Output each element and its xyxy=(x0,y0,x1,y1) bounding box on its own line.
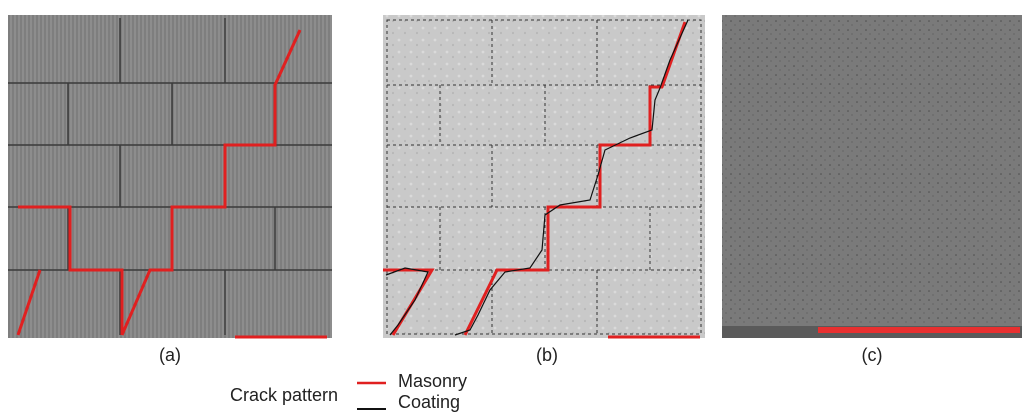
photo xyxy=(722,15,1022,338)
panel-label: (a) xyxy=(159,345,181,365)
panel-label: (c) xyxy=(862,345,883,365)
legend-title: Crack pattern xyxy=(230,385,338,405)
legend-label: Masonry xyxy=(398,371,467,391)
photo xyxy=(383,15,705,338)
legend-label: Coating xyxy=(398,392,460,412)
legend: Crack pattern Masonry Coating xyxy=(230,371,467,412)
figure: (a) (b) (c) Crack p xyxy=(0,0,1025,414)
panel-c: (c) xyxy=(722,15,1022,365)
panel-a: (a) xyxy=(8,15,332,365)
panel-label: (b) xyxy=(536,345,558,365)
panel-b: (b) xyxy=(383,15,705,365)
